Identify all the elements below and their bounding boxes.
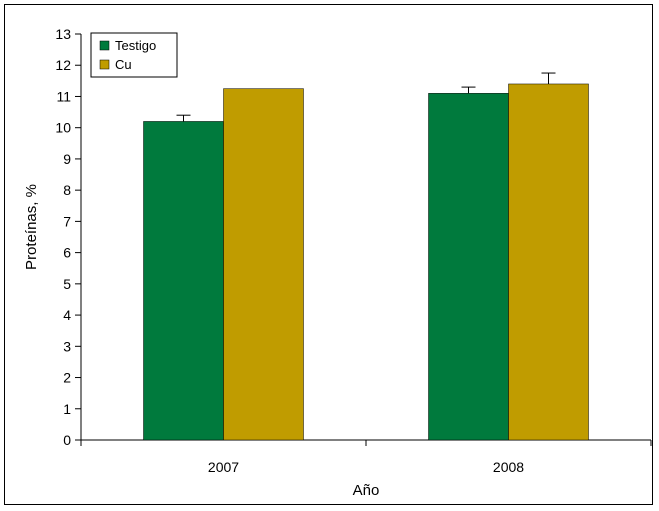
x-tick-label: 2008 [493,459,524,475]
y-tick-label: 10 [55,120,71,136]
legend-label: Cu [115,57,132,72]
y-tick-label: 1 [63,401,71,417]
bars [143,72,589,441]
legend-swatch-cu [99,59,110,70]
y-tick-label: 6 [63,245,71,261]
x-tick-label: 2007 [208,459,239,475]
legend-label: Testigo [115,38,156,53]
y-tick-label: 9 [63,151,71,167]
y-tick-label: 2 [63,370,71,386]
bar-testigo [428,93,509,441]
y-tick-label: 5 [63,276,71,292]
bar-cu [223,88,304,441]
y-tick-label: 0 [63,432,71,448]
y-tick-label: 7 [63,213,71,229]
y-tick-label: 13 [55,26,71,42]
chart-frame: 0 1 2 3 4 5 6 7 8 9 10 11 12 13 2007 2008 Testigo Cu Añ… [4,4,653,505]
y-axis-label: Proteínas, % [23,184,40,270]
legend: Testigo Cu [90,32,178,78]
y-tick-label: 4 [63,307,71,323]
x-axis: 2007 2008 [80,439,652,475]
y-tick-label: 12 [55,57,71,73]
y-tick-label: 11 [56,88,71,104]
y-tick-label: 3 [63,338,71,354]
bar-testigo [143,121,224,441]
y-tick-label: 8 [63,182,71,198]
bar-cu [508,83,589,441]
legend-swatch-testigo [99,40,110,51]
x-axis-label: Año [353,482,380,499]
legend-box [90,32,178,78]
